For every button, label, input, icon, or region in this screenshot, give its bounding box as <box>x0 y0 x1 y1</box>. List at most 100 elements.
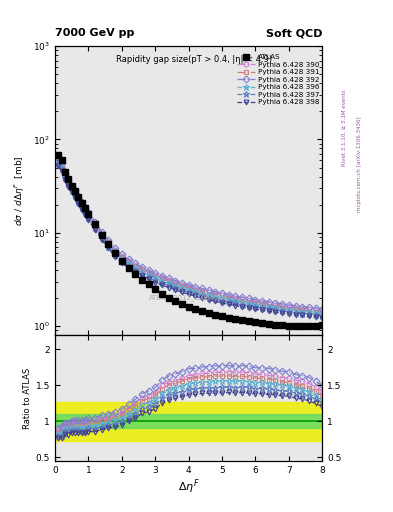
Pythia 6.428 390 <box>286 304 291 310</box>
Pythia 6.428 392 <box>66 177 71 183</box>
Pythia 6.428 398 <box>76 201 81 207</box>
Pythia 6.428 398 <box>160 282 164 288</box>
Pythia 6.428 398 <box>213 298 218 305</box>
ATLAS <box>93 221 97 227</box>
Pythia 6.428 398 <box>113 254 118 260</box>
Pythia 6.428 390 <box>293 305 298 311</box>
Pythia 6.428 391 <box>69 185 74 191</box>
Pythia 6.428 390 <box>160 274 164 281</box>
Pythia 6.428 396 <box>86 213 91 219</box>
Pythia 6.428 396 <box>146 272 151 278</box>
Pythia 6.428 397 <box>293 310 298 316</box>
Pythia 6.428 390 <box>266 301 271 307</box>
Pythia 6.428 396 <box>140 269 144 275</box>
Pythia 6.428 392 <box>186 282 191 288</box>
ATLAS <box>126 265 131 271</box>
Pythia 6.428 392 <box>140 264 144 270</box>
Pythia 6.428 390 <box>180 282 184 288</box>
Pythia 6.428 391 <box>307 308 311 314</box>
Pythia 6.428 391 <box>126 259 131 265</box>
Pythia 6.428 396 <box>63 174 68 180</box>
Pythia 6.428 391 <box>79 202 84 208</box>
Pythia 6.428 390 <box>313 307 318 313</box>
Pythia 6.428 391 <box>260 301 264 307</box>
Pythia 6.428 390 <box>226 294 231 300</box>
Pythia 6.428 397 <box>160 280 164 286</box>
Pythia 6.428 396 <box>126 261 131 267</box>
Y-axis label: $d\sigma\ /\ d\Delta\eta^F$  [mb]: $d\sigma\ /\ d\Delta\eta^F$ [mb] <box>13 155 28 226</box>
Pythia 6.428 390 <box>200 288 204 294</box>
Pythia 6.428 396 <box>240 299 244 305</box>
Pythia 6.428 392 <box>63 169 68 176</box>
Pythia 6.428 390 <box>253 298 258 305</box>
ATLAS <box>226 315 231 321</box>
Pythia 6.428 398 <box>240 304 244 310</box>
Pythia 6.428 397 <box>76 199 81 205</box>
ATLAS <box>220 313 224 319</box>
Pythia 6.428 390 <box>280 303 285 309</box>
ATLAS <box>266 321 271 327</box>
Pythia 6.428 390 <box>166 277 171 283</box>
Pythia 6.428 396 <box>166 280 171 286</box>
Pythia 6.428 392 <box>146 267 151 273</box>
Pythia 6.428 397 <box>140 271 144 277</box>
Pythia 6.428 390 <box>69 184 74 190</box>
Pythia 6.428 397 <box>83 210 88 217</box>
Pythia 6.428 397 <box>66 181 71 187</box>
Pythia 6.428 392 <box>160 273 164 279</box>
Pythia 6.428 398 <box>307 313 311 319</box>
Pythia 6.428 390 <box>119 253 124 259</box>
Pythia 6.428 396 <box>266 304 271 310</box>
Pythia 6.428 398 <box>173 287 178 293</box>
Pythia 6.428 398 <box>69 189 74 196</box>
Pythia 6.428 396 <box>186 287 191 293</box>
Pythia 6.428 398 <box>133 269 138 275</box>
Line: Pythia 6.428 391: Pythia 6.428 391 <box>56 159 325 315</box>
Pythia 6.428 397 <box>180 287 184 293</box>
Pythia 6.428 392 <box>113 245 118 251</box>
Pythia 6.428 397 <box>126 263 131 269</box>
Pythia 6.428 392 <box>99 228 104 234</box>
Pythia 6.428 397 <box>133 267 138 273</box>
Pythia 6.428 396 <box>160 278 164 284</box>
Pythia 6.428 396 <box>180 285 184 291</box>
Pythia 6.428 392 <box>253 296 258 303</box>
Pythia 6.428 392 <box>273 300 278 306</box>
Pythia 6.428 391 <box>193 287 198 293</box>
Pythia 6.428 392 <box>69 183 74 189</box>
Pythia 6.428 390 <box>79 201 84 207</box>
Pythia 6.428 390 <box>83 206 88 212</box>
Pythia 6.428 392 <box>76 194 81 200</box>
ATLAS <box>99 232 104 238</box>
Pythia 6.428 390 <box>206 289 211 295</box>
Pythia 6.428 390 <box>300 306 305 312</box>
Pythia 6.428 390 <box>173 280 178 286</box>
Pythia 6.428 396 <box>220 295 224 302</box>
Pythia 6.428 391 <box>173 281 178 287</box>
Pythia 6.428 396 <box>93 223 97 229</box>
Line: Pythia 6.428 396: Pythia 6.428 396 <box>55 160 325 317</box>
Line: Pythia 6.428 398: Pythia 6.428 398 <box>56 163 325 320</box>
ATLAS <box>273 322 278 328</box>
Pythia 6.428 391 <box>273 304 278 310</box>
Pythia 6.428 392 <box>220 290 224 296</box>
Pythia 6.428 398 <box>166 285 171 291</box>
Pythia 6.428 390 <box>106 239 111 245</box>
ATLAS <box>200 308 204 314</box>
Pythia 6.428 398 <box>106 245 111 251</box>
Pythia 6.428 397 <box>233 301 238 307</box>
ATLAS <box>133 271 138 277</box>
Pythia 6.428 397 <box>286 309 291 315</box>
ATLAS <box>173 298 178 304</box>
Pythia 6.428 398 <box>300 312 305 318</box>
ATLAS <box>233 316 238 322</box>
ATLAS <box>293 323 298 329</box>
ATLAS <box>63 169 68 175</box>
Pythia 6.428 398 <box>280 310 285 316</box>
Pythia 6.428 390 <box>133 262 138 268</box>
Pythia 6.428 391 <box>180 283 184 289</box>
Pythia 6.428 392 <box>266 298 271 305</box>
ATLAS <box>113 250 118 257</box>
Pythia 6.428 392 <box>246 295 251 302</box>
Pythia 6.428 390 <box>86 210 91 217</box>
